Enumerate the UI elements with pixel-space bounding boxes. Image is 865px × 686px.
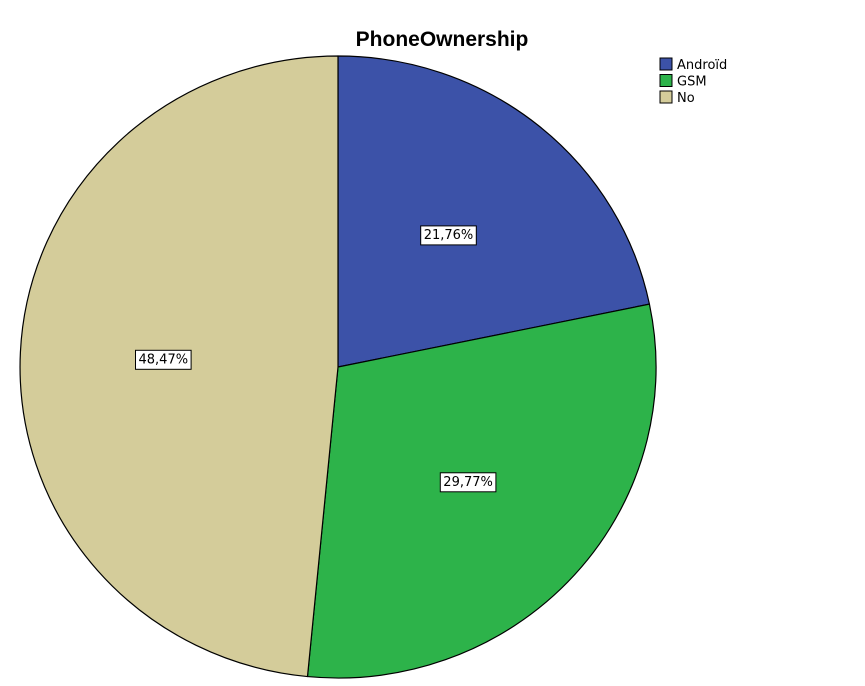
- slice-value-label: 21,76%: [424, 228, 474, 243]
- legend-swatch-gsm: [659, 74, 673, 87]
- slice-value-label: 48,47%: [139, 352, 189, 367]
- legend-label-gsm: GSM: [677, 75, 707, 90]
- pie-slices: [19, 55, 657, 679]
- slice-label-gsm: 29,77%: [439, 472, 497, 493]
- slice-label-box: [439, 472, 497, 493]
- legend-swatch-android: [659, 57, 673, 71]
- legend-swatch-no: [659, 90, 673, 104]
- slice-label-android: 21,76%: [420, 225, 477, 246]
- legend-label-android: Androïd: [677, 58, 727, 73]
- chart-title: PhoneOwnership: [356, 28, 529, 51]
- slice-labels: 21,76% 29,77% 48,47%: [135, 225, 497, 493]
- slice-label-no: 48,47%: [135, 349, 192, 370]
- pie-slice-android: [337, 55, 651, 368]
- slice-label-box: [135, 349, 192, 370]
- legend-label-no: No: [677, 91, 695, 106]
- slice-label-box: [420, 225, 477, 246]
- slice-value-label: 29,77%: [443, 475, 493, 490]
